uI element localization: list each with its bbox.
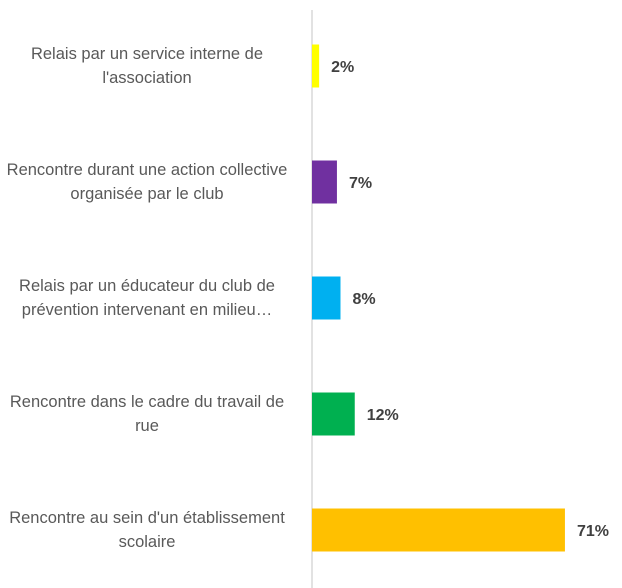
value-label: 12% [367, 407, 399, 424]
bar [312, 276, 341, 320]
bar [312, 392, 355, 436]
bar [312, 44, 320, 88]
category-label: Relais par un éducateur du club de préve… [19, 277, 275, 319]
value-label: 2% [331, 59, 354, 76]
category-label: Rencontre au sein d'un établissement sco… [9, 509, 285, 551]
value-label: 8% [353, 291, 376, 308]
category-label: Rencontre dans le cadre du travail de ru… [9, 393, 285, 435]
value-label: 71% [577, 523, 609, 540]
category-label: Relais par un service interne de l'assoc… [30, 45, 264, 87]
bar [312, 508, 565, 552]
category-label: Rencontre durant une action collective o… [6, 161, 288, 203]
value-label: 7% [349, 175, 372, 192]
bar [312, 160, 337, 204]
